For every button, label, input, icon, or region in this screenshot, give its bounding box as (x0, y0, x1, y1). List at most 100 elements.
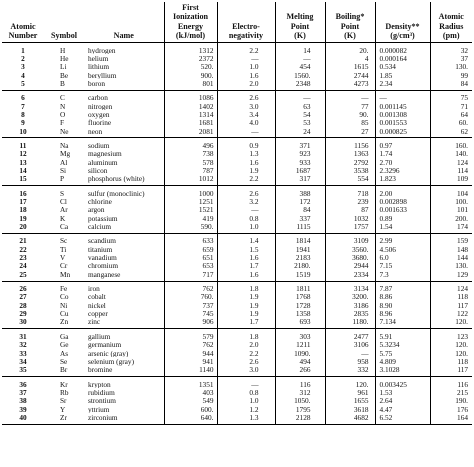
cell-atomic-number: 14 (19, 166, 27, 175)
cell-name: phosphorus (white) (88, 174, 145, 184)
cell-radius: 200. (429, 214, 472, 223)
cell-melting: 337 (274, 214, 325, 223)
cell-melting: 1358 (274, 309, 325, 318)
element-properties-table: Atomic Number Symbol Name First Ionizati… (2, 2, 472, 425)
cell-radius: 32 (429, 42, 472, 55)
cell-atomic-number: 3 (21, 62, 25, 72)
cell-radius: 123 (429, 328, 472, 341)
table-row: 26 Fe iron 762 1.8 1811 3134 7.87 124 (2, 281, 472, 293)
table-row: 36 Kr krypton 1351—116 120. 0.003425 116 (2, 376, 472, 389)
cell-electronegativity: 2.6 (216, 357, 275, 366)
cell-boiling: 1655 (324, 396, 375, 406)
cell-ionization: 549 (163, 396, 217, 406)
cell-atomic-number: 10 (19, 127, 27, 136)
cell-melting: 54 (274, 110, 325, 119)
cell-density: 7.3 (374, 270, 430, 282)
cell-boiling: 3680. (324, 253, 375, 262)
cell-electronegativity: 2.2 (216, 42, 275, 55)
cell-boiling: 3560. (324, 245, 375, 254)
cell-boiling: 718 (324, 185, 375, 198)
cell-atomic-number: 22 (19, 245, 27, 254)
cell-name: neon (88, 127, 103, 136)
cell-density: 0.003425 (374, 376, 430, 389)
cell-atomic-number: 30 (19, 317, 27, 327)
cell-ionization: 1681 (163, 118, 217, 128)
cell-name: scandium (88, 236, 116, 246)
cell-name: zinc (88, 317, 101, 327)
element-group-6: 26 Fe iron 762 1.8 1811 3134 7.87 124 27 Co cobalt… (2, 281, 472, 329)
cell-melting: 266 (274, 365, 325, 377)
cell-boiling: 2835 (324, 309, 375, 318)
table-row: 24 Cr chromium 653 1.7 2180. 2944 7.15 130. (2, 261, 472, 271)
cell-radius: 62 (429, 127, 472, 138)
cell-boiling: 20. (324, 42, 375, 55)
cell-boiling: 1032 (324, 214, 375, 223)
cell-atomic-number: 26 (19, 284, 27, 293)
cell-atomic-number: 9 (21, 118, 25, 128)
cell-boiling: 2792 (324, 158, 375, 167)
cell-melting: 693 (274, 317, 325, 329)
cell-boiling: 2477 (324, 328, 375, 341)
cell-atomic-number: 28 (19, 301, 27, 310)
cell-ionization: 2081 (163, 127, 217, 138)
cell-melting: 172 (274, 197, 325, 206)
cell-electronegativity: 3.0 (216, 102, 275, 111)
header-symbol: Symbol (44, 2, 84, 43)
table-row: 29 Cu copper 745 1.9 1358 2835 8.96 122 (2, 309, 472, 318)
table-row: 30 Zn zinc 906 1.7 693 1180. 7.134 120. (2, 317, 472, 329)
table-row: 22 Ti titanium 659 1.5 1941 3560. 4.506 148 (2, 245, 472, 254)
cell-radius: 122 (429, 309, 472, 318)
cell-symbol: Y (60, 405, 66, 414)
cell-density: 0.001553 (374, 118, 430, 128)
cell-boiling: 554 (324, 174, 375, 186)
cell-atomic-number: 25 (19, 270, 27, 279)
cell-symbol: Cu (60, 309, 69, 318)
cell-boiling: 120. (324, 376, 375, 389)
cell-melting: 1728 (274, 301, 325, 310)
cell-melting: 1814 (274, 233, 325, 246)
cell-density: 4.809 (374, 357, 430, 366)
cell-symbol: N (60, 102, 66, 111)
cell-name: chlorine (88, 197, 112, 206)
cell-atomic-number: 16 (19, 188, 27, 198)
cell-electronegativity: 1.6 (216, 158, 275, 167)
cell-boiling: 3134 (324, 281, 375, 293)
cell-ionization: 1351 (163, 376, 217, 389)
cell-name: strontium (88, 396, 116, 406)
cell-radius: 160. (429, 137, 472, 150)
cell-melting: — (274, 90, 325, 103)
cell-name: fluorine (88, 118, 112, 128)
cell-atomic-number: 18 (19, 205, 27, 215)
cell-electronegativity: 2.0 (216, 79, 275, 91)
cell-radius: 164 (429, 413, 472, 425)
cell-name: gallium (88, 331, 111, 341)
table-row: 17 Cl chlorine 1251 3.2 172 239 0.002898 100. (2, 197, 472, 206)
cell-radius: 75 (429, 90, 472, 103)
cell-radius: 140. (429, 149, 472, 159)
cell-electronegativity: — (216, 376, 275, 389)
cell-melting: — (274, 54, 325, 63)
cell-atomic-number: 5 (21, 79, 25, 88)
cell-boiling: 3618 (324, 405, 375, 414)
cell-name: arsenic (gray) (88, 349, 129, 358)
cell-density: 4.506 (374, 245, 430, 254)
cell-symbol: Rb (60, 388, 69, 397)
cell-ionization: 2372 (163, 54, 217, 63)
cell-melting: 1115 (274, 222, 325, 234)
cell-symbol: Ti (60, 245, 67, 254)
cell-symbol: Br (60, 365, 68, 375)
cell-melting: 2348 (274, 79, 325, 91)
cell-boiling: 90. (324, 110, 375, 119)
cell-density: 1.823 (374, 174, 430, 186)
cell-name: magnesium (88, 149, 122, 159)
cell-radius: 114 (429, 166, 472, 175)
cell-boiling: 961 (324, 388, 375, 397)
cell-symbol: Co (60, 292, 69, 302)
cell-symbol: Sc (60, 236, 68, 246)
cell-melting: 317 (274, 174, 325, 186)
element-group-3: 11 Na sodium 496 0.9 371 1156 0.97 160. 12 Mg magn… (2, 137, 472, 186)
cell-symbol: K (60, 214, 66, 223)
cell-density: 0.001633 (374, 205, 430, 215)
